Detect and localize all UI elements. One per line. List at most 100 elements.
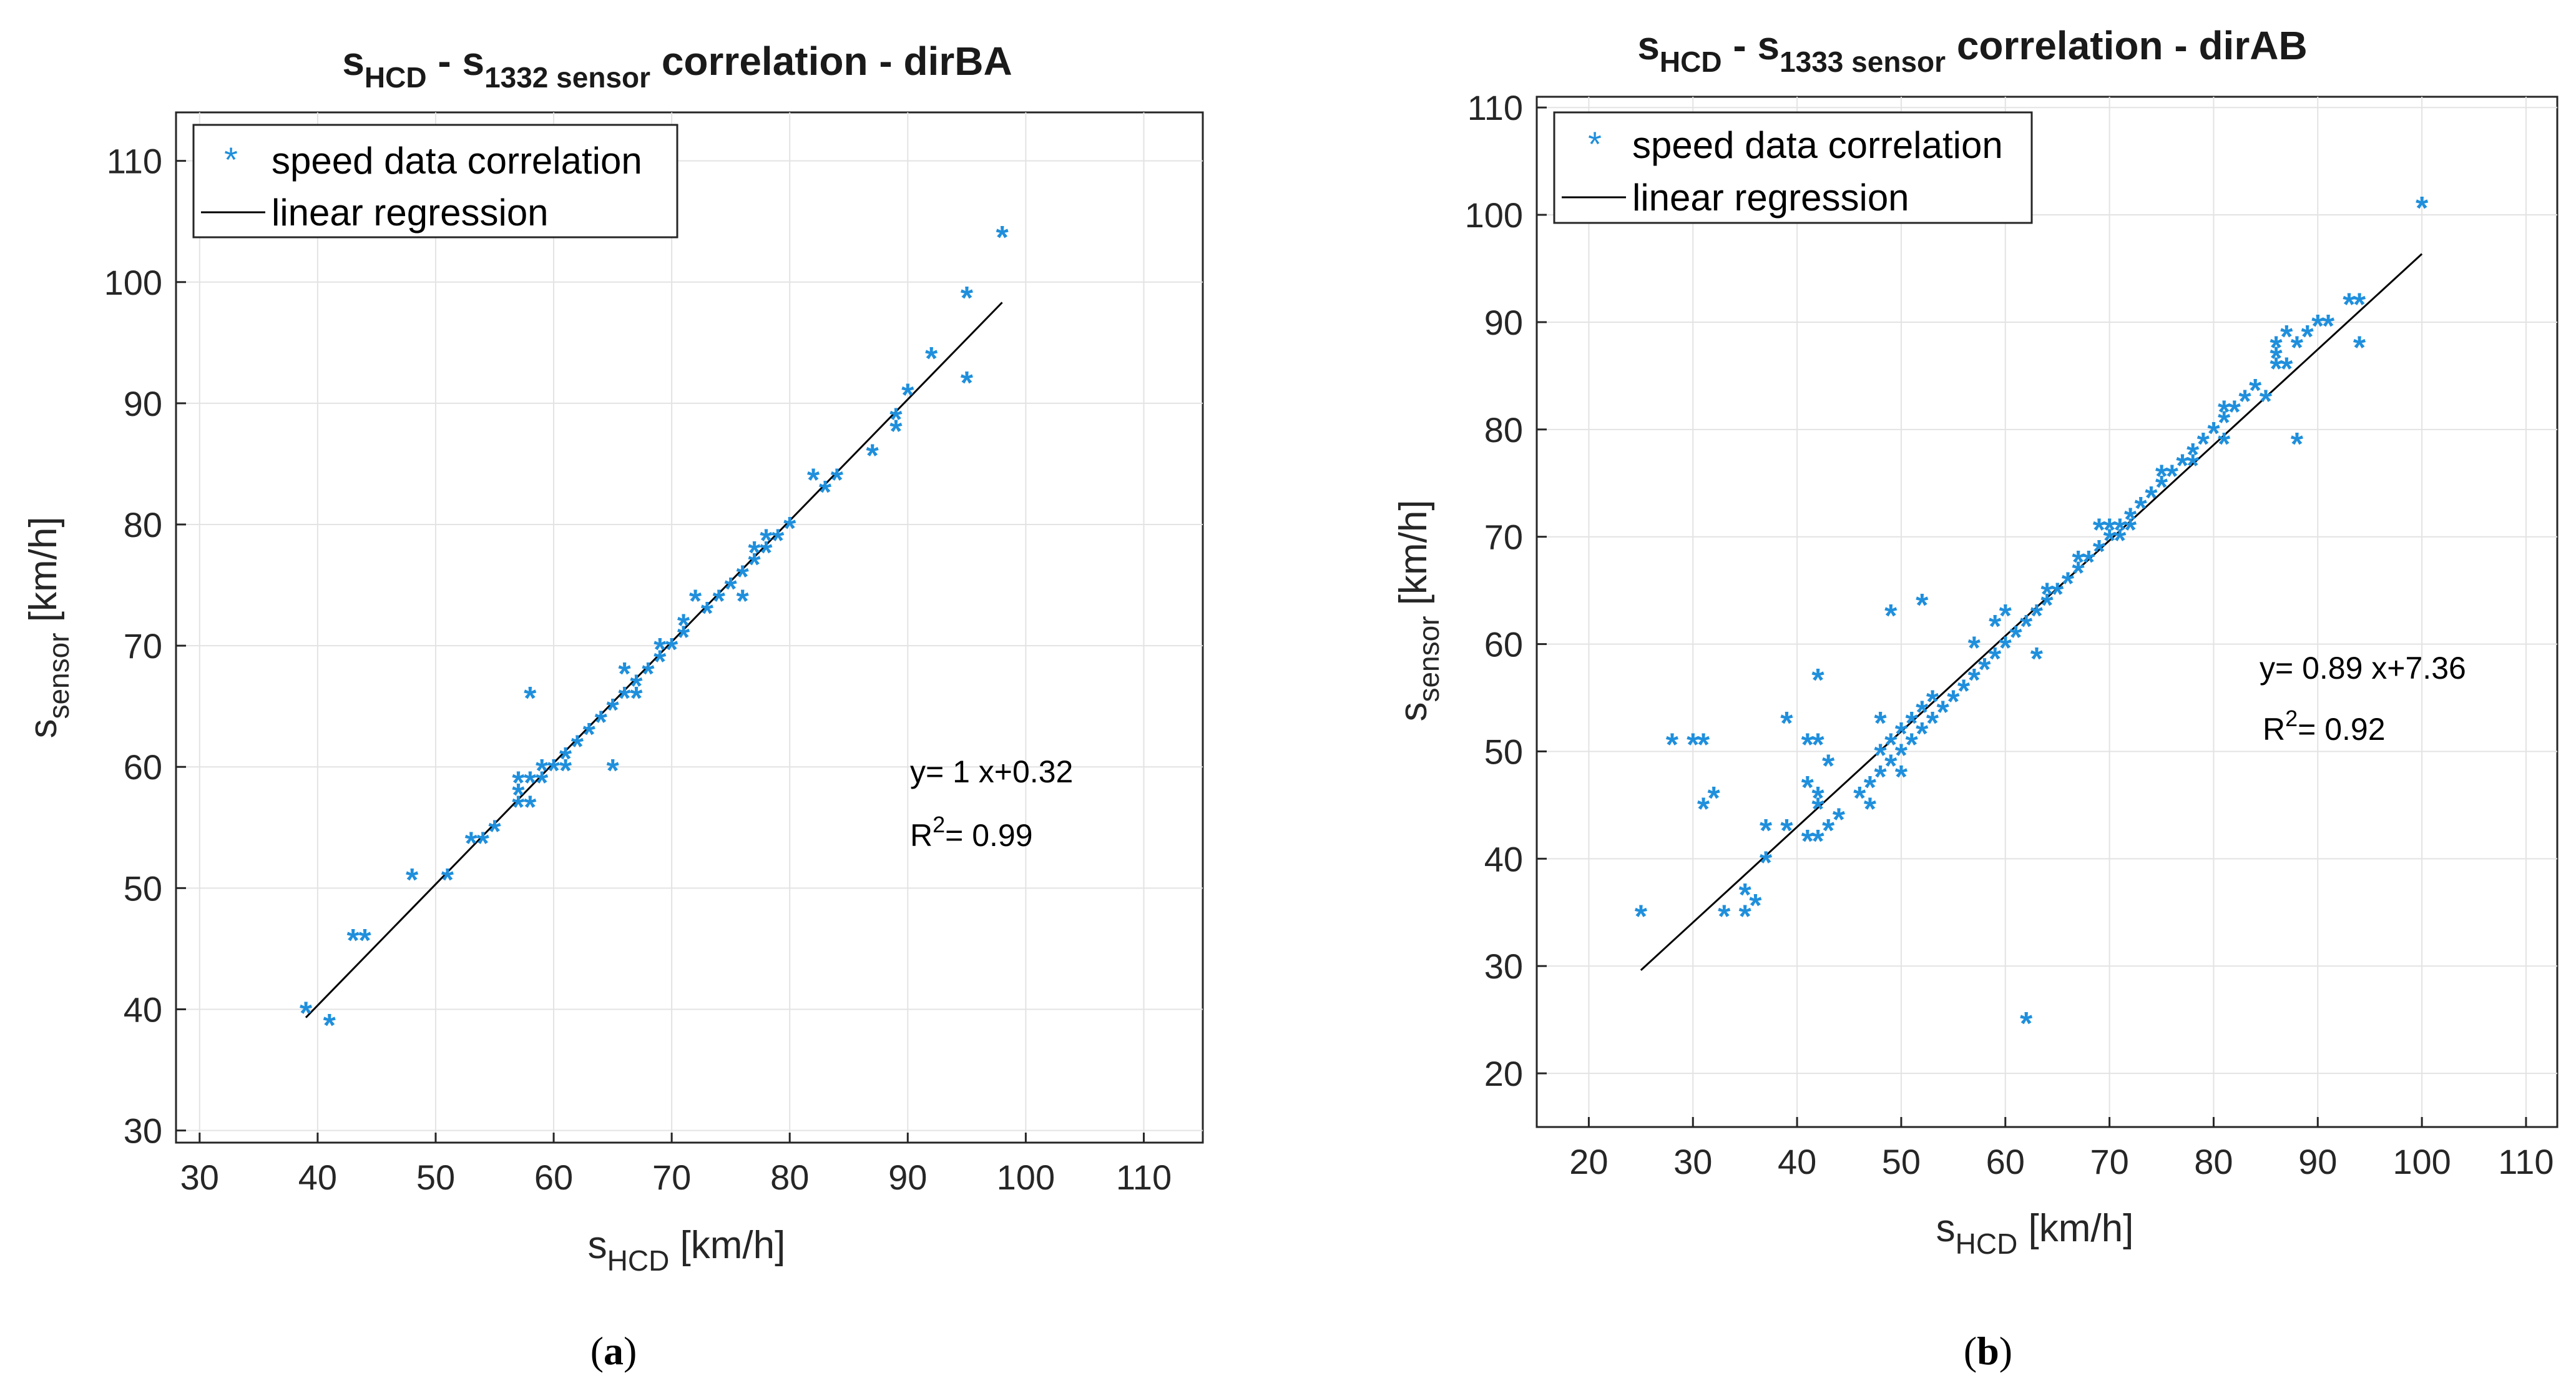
x-tick-label: 60 <box>534 1158 573 1197</box>
y-tick-label: 30 <box>124 1111 162 1151</box>
scatter-point: * <box>512 765 525 802</box>
scatter-point: * <box>1937 695 1950 731</box>
scatter-point: * <box>760 535 773 571</box>
y-tick-label: 80 <box>1484 410 1523 450</box>
scatter-point: * <box>996 220 1009 256</box>
scatter-point: * <box>819 475 832 511</box>
chart-title-a: sHCD - s1332 sensor correlation - dirBA <box>342 39 1012 94</box>
x-tick-label: 40 <box>1778 1142 1816 1181</box>
scatter-point: * <box>2238 383 2251 420</box>
y-tick-label: 20 <box>1484 1054 1523 1093</box>
scatter-point: * <box>866 438 879 475</box>
scatter-point: * <box>689 583 702 619</box>
scatter-point: * <box>1916 716 1929 752</box>
scatter-point: * <box>713 583 726 619</box>
y-tick-label: 100 <box>104 263 162 302</box>
grid-a <box>176 112 1203 1143</box>
y-tick-label: 40 <box>124 990 162 1029</box>
scatter-point: * <box>2124 501 2137 538</box>
scatter-point: * <box>630 681 643 717</box>
x-tick-label: 20 <box>1569 1142 1608 1181</box>
scatter-point: * <box>1853 780 1866 817</box>
scatter-point: * <box>512 777 525 814</box>
y-tick-label: 110 <box>1467 88 1523 127</box>
regression-equation-b: y= 0.89 x+7.36 <box>2260 651 2466 686</box>
scatter-point: * <box>725 571 738 608</box>
legend-line-label-a: linear regression <box>272 192 549 234</box>
scatter-point: * <box>2207 416 2220 452</box>
legend-box-a <box>192 124 678 239</box>
scatter-point: * <box>524 789 537 825</box>
x-axis-ticks-b: 20 30 40 50 60 70 80 90 100 110 <box>1569 1117 2554 1181</box>
legend-scatter-marker-b: * <box>1588 124 1602 164</box>
r-squared-b: R2= 0.92 <box>2263 706 2386 747</box>
scatter-point: * <box>2249 373 2262 409</box>
scatter-point: * <box>2322 308 2335 345</box>
scatter-point: * <box>346 923 360 959</box>
scatter-point: * <box>1884 749 1898 785</box>
scatter-point: * <box>1895 759 1908 795</box>
scatter-point: * <box>2416 190 2429 227</box>
grid-b <box>1537 97 2557 1127</box>
scatter-point: * <box>677 608 690 644</box>
scatter-point: * <box>889 414 903 450</box>
scatter-point: * <box>2124 513 2137 549</box>
scatter-point: * <box>441 862 454 898</box>
scatter-point: * <box>2103 523 2116 559</box>
x-tick-label: 90 <box>888 1158 927 1197</box>
scatter-point: * <box>1822 749 1835 785</box>
scatter-point: * <box>1916 588 1929 624</box>
scatter-point: * <box>1707 780 1720 817</box>
scatter-point: * <box>2103 513 2116 549</box>
scatter-point: * <box>2145 480 2158 516</box>
scatter-point: * <box>2030 598 2044 634</box>
y-axis-label-a: ssensor [km/h] <box>22 516 75 738</box>
scatter-point: * <box>2218 394 2231 430</box>
scatter-point: * <box>1697 727 1710 763</box>
scatter-point: * <box>323 1008 336 1044</box>
scatter-point: * <box>2218 405 2231 441</box>
scatter-point: * <box>2040 588 2054 624</box>
scatter-point: * <box>618 656 631 692</box>
scatter-point: * <box>2343 287 2356 323</box>
regression-line-b <box>1640 253 2423 971</box>
x-tick-label: 30 <box>1673 1142 1712 1181</box>
scatter-point: * <box>1926 684 1939 721</box>
x-tick-label: 80 <box>2194 1142 2233 1181</box>
scatter-point: * <box>677 620 690 656</box>
scatter-point: * <box>2218 426 2231 463</box>
scatter-point: * <box>1801 824 1814 860</box>
scatter-point: * <box>559 741 572 777</box>
scatter-point: * <box>961 365 974 401</box>
scatter-point: * <box>2009 619 2022 656</box>
x-tick-label: 110 <box>2498 1142 2554 1181</box>
scatter-point: * <box>783 511 796 547</box>
scatter-point: * <box>1780 706 1793 742</box>
y-tick-label: 40 <box>1484 839 1523 879</box>
x-tick-label: 50 <box>1882 1142 1921 1181</box>
scatter-point: * <box>1999 631 2012 667</box>
y-tick-label: 70 <box>1484 518 1523 557</box>
scatter-point: * <box>2228 394 2241 430</box>
scatter-point: * <box>1989 641 2002 677</box>
r-squared-a: R2= 0.99 <box>910 812 1033 853</box>
scatter-point: * <box>2082 544 2095 581</box>
scatter-point: * <box>2155 470 2168 506</box>
scatter-point: * <box>524 681 537 717</box>
x-tick-label: 110 <box>1116 1158 1172 1197</box>
y-tick-label: 90 <box>1484 303 1523 342</box>
scatter-point: * <box>1739 877 1752 913</box>
scatter-point: * <box>1760 845 1773 881</box>
scatter-point: * <box>488 814 501 850</box>
scatter-point: * <box>1874 706 1887 742</box>
scatter-point: * <box>642 656 655 692</box>
scatter-point: * <box>358 923 371 959</box>
regression-equation-a: y= 1 x+0.32 <box>910 754 1073 789</box>
scatter-point: * <box>665 632 678 668</box>
scatter-point: * <box>1884 598 1898 634</box>
scatter-point: * <box>1999 598 2012 634</box>
scatter-point: * <box>1968 631 1981 667</box>
scatter-point: * <box>1905 727 1918 763</box>
scatter-point: * <box>2020 1006 2033 1042</box>
scatter-point: * <box>748 547 761 583</box>
